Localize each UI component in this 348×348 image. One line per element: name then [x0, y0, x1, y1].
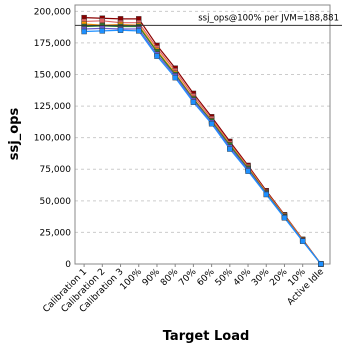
point [318, 261, 324, 267]
series-line [84, 20, 322, 265]
x-tick-label: 60% [196, 267, 218, 289]
series-line [84, 27, 322, 265]
point [299, 238, 306, 244]
point [281, 215, 288, 221]
point [190, 99, 197, 105]
y-tick-label: 125,000 [34, 102, 71, 112]
x-tick-label: 30% [250, 267, 272, 289]
y-tick-label: 100,000 [34, 134, 71, 144]
y-tick-label: 150,000 [34, 70, 71, 80]
x-tick-label: 40% [232, 267, 254, 289]
x-axis-label: Target Load [163, 329, 250, 344]
y-tick-label: 50,000 [40, 197, 72, 207]
point [263, 191, 269, 198]
point [172, 74, 178, 81]
series-line [84, 25, 322, 265]
point [154, 53, 160, 59]
point [136, 28, 142, 34]
y-tick-label: 75,000 [40, 165, 72, 175]
series-line [84, 17, 322, 265]
point [227, 146, 233, 152]
x-tick-label: 80% [159, 267, 181, 289]
x-tick-label: 50% [214, 267, 236, 289]
x-tick-label: 100% [119, 267, 145, 293]
series-line [84, 23, 322, 265]
y-tick-label: 25,000 [40, 228, 72, 238]
y-tick-label: 200,000 [34, 7, 71, 17]
x-tick-label: 70% [177, 267, 199, 289]
point [208, 121, 215, 127]
y-tick-label: 0 [65, 260, 71, 270]
point [99, 28, 106, 34]
x-tick-label: 20% [268, 267, 290, 289]
y-axis-label: ssj_ops [7, 108, 22, 161]
plot-frame [74, 4, 331, 265]
series-line [84, 29, 322, 265]
point [117, 27, 124, 33]
y-tick-label: 175,000 [34, 39, 71, 49]
point [81, 28, 87, 35]
point [245, 168, 251, 174]
x-tick-label: 90% [141, 267, 163, 289]
reference-label: ssj_ops@100% per JVM=188,881 [198, 13, 339, 23]
